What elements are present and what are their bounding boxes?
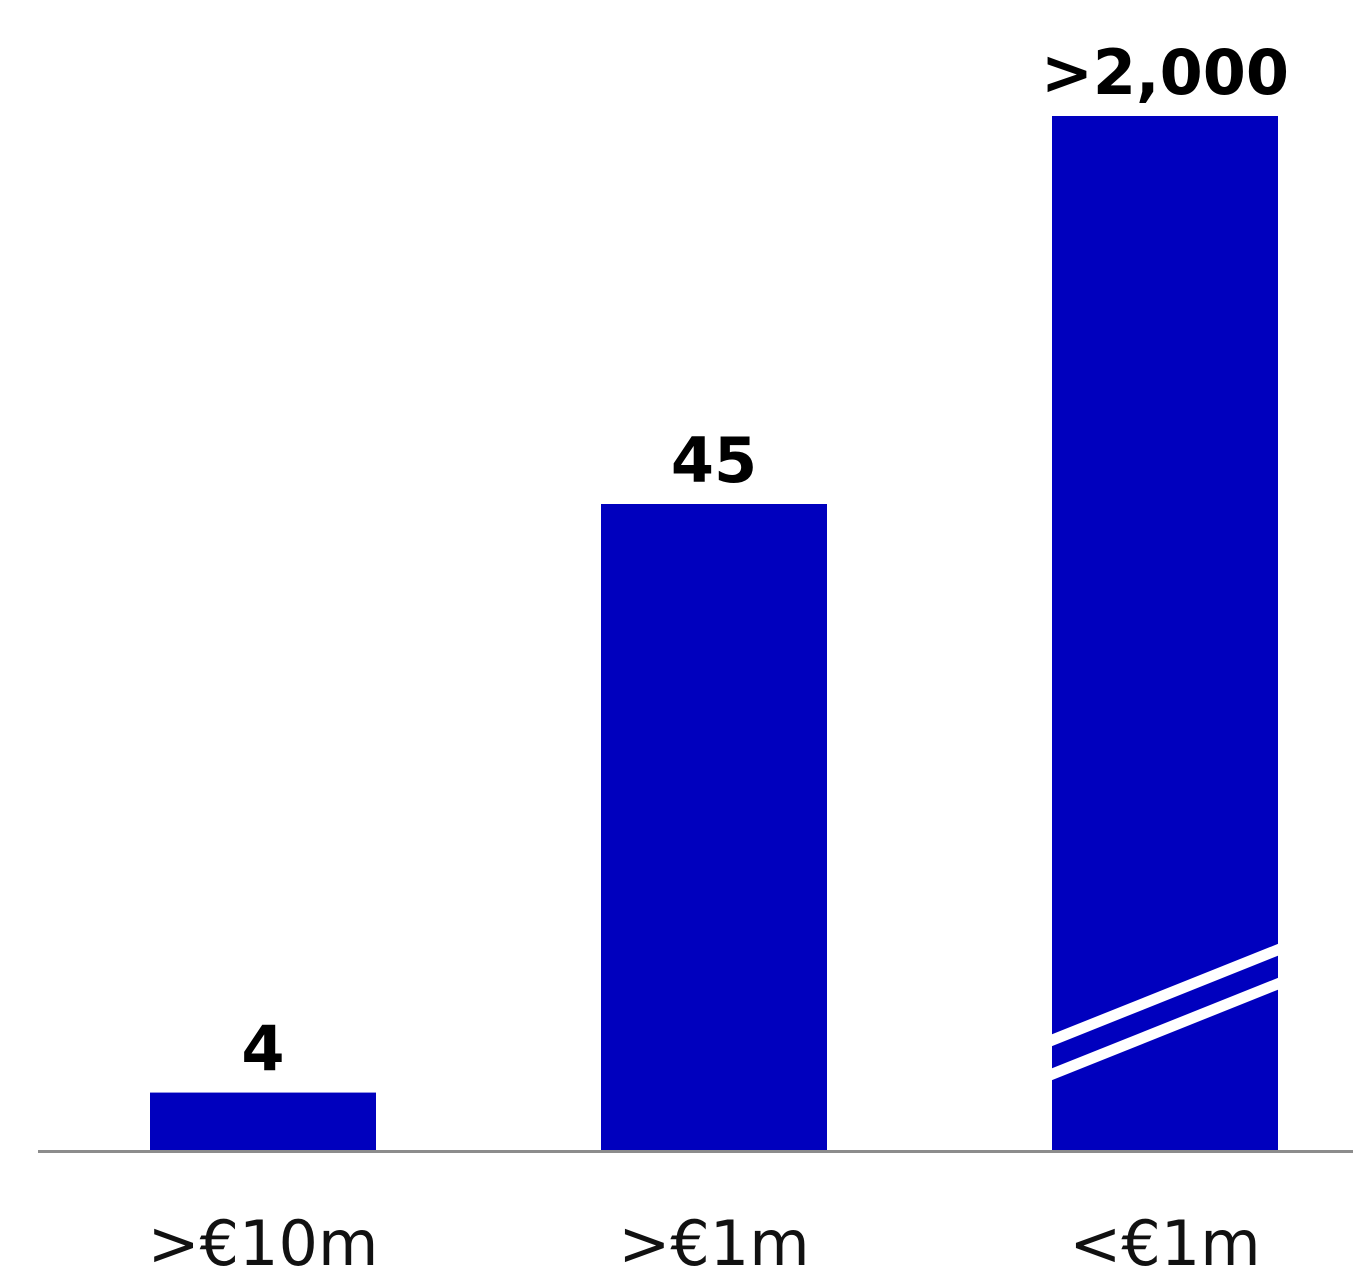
- bar-1: [150, 1092, 376, 1150]
- axis-break-group: [1047, 943, 1283, 1081]
- axis-break-stripe-2: [1047, 977, 1283, 1081]
- value-labels-group: 4 45 >2,000: [241, 36, 1289, 1086]
- category-label-3: <€1m: [1069, 1207, 1260, 1273]
- bar-2: [601, 504, 827, 1150]
- value-label-1: 4: [241, 1013, 284, 1086]
- category-label-1: >€10m: [148, 1207, 379, 1273]
- axis-break-stripe-1: [1047, 943, 1283, 1047]
- category-label-2: >€1m: [618, 1207, 809, 1273]
- value-label-2: 45: [671, 424, 757, 497]
- value-label-3: >2,000: [1041, 36, 1289, 109]
- bars-group: [150, 116, 1278, 1150]
- bar-3: [1052, 116, 1278, 1150]
- category-labels-group: >€10m >€1m <€1m: [148, 1207, 1261, 1273]
